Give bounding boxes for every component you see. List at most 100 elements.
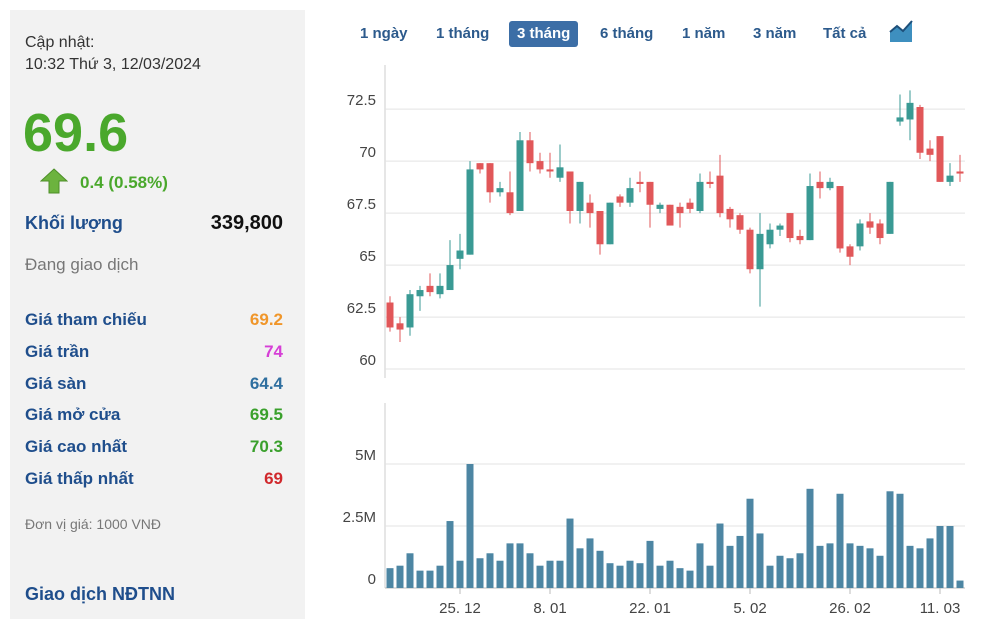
- volume-bar: [386, 568, 394, 588]
- candle-body: [546, 169, 554, 172]
- stat-value: 69.5: [249, 405, 283, 425]
- price-change: 0.4 (0.58%): [80, 173, 168, 192]
- range-button[interactable]: 3 tháng: [509, 21, 579, 47]
- unit-note: Đơn vị giá: 1000 VNĐ: [25, 516, 162, 532]
- volume-bar: [446, 521, 454, 588]
- volume-bar: [656, 565, 664, 588]
- volume-bar: [416, 570, 424, 588]
- volume-bar: [666, 560, 674, 588]
- volume-bar: [706, 565, 714, 588]
- candle-body: [536, 161, 544, 170]
- volume-bar: [886, 491, 894, 588]
- candle-body: [866, 221, 874, 228]
- candle-body: [466, 169, 474, 255]
- quote-panel: Cập nhật: 10:32 Thứ 3, 12/03/2024 69.6 0…: [10, 10, 305, 619]
- candle-body: [816, 181, 824, 189]
- candle-body: [636, 181, 644, 184]
- range-button[interactable]: 6 tháng: [600, 25, 654, 42]
- stat-label: Giá mở cửa: [25, 405, 121, 425]
- candle-body: [856, 223, 864, 247]
- volume-bar: [796, 553, 804, 588]
- candle-body: [806, 186, 814, 241]
- volume-bar: [646, 540, 654, 588]
- volume-bar: [866, 548, 874, 588]
- volume-bar: [556, 560, 564, 588]
- candle-body: [606, 202, 614, 245]
- range-button[interactable]: Tất cả: [823, 25, 867, 42]
- range-button[interactable]: 1 ngày: [360, 25, 408, 42]
- chart-type-icon[interactable]: [888, 18, 914, 44]
- range-button[interactable]: 1 tháng: [436, 25, 490, 42]
- y-tick-label: 5M: [355, 447, 376, 464]
- volume-bar: [826, 543, 834, 588]
- candle-body: [506, 192, 514, 214]
- candle-body: [796, 235, 804, 241]
- volume-bar: [576, 548, 584, 588]
- volume-bar: [766, 565, 774, 588]
- foreign-title: Giao dịch NĐTNN: [25, 584, 176, 604]
- stat-label: Giá thấp nhất: [25, 469, 134, 488]
- candle-body: [886, 181, 894, 234]
- price: 69.6: [23, 103, 129, 163]
- candle-body: [786, 213, 794, 239]
- candle-body: [626, 188, 634, 203]
- candle-body: [426, 285, 434, 293]
- volume-bar: [786, 558, 794, 588]
- volume-bar: [426, 570, 434, 588]
- volume-bar: [686, 570, 694, 588]
- volume-bar: [526, 553, 534, 588]
- volume-bar: [746, 498, 754, 588]
- stat-label: Giá cao nhất: [25, 437, 128, 457]
- volume-bar: [536, 565, 544, 588]
- volume-bar: [566, 518, 574, 588]
- candle-body: [906, 102, 914, 120]
- volume-bar: [396, 565, 404, 588]
- volume-bar: [776, 555, 784, 588]
- candle-body: [676, 206, 684, 214]
- volume-bar: [676, 568, 684, 588]
- candle-body: [666, 204, 674, 226]
- status: Đang giao dịch: [25, 255, 139, 274]
- volume-bar: [876, 555, 884, 588]
- range-button[interactable]: 1 năm: [682, 25, 726, 42]
- volume-bar: [946, 526, 954, 588]
- candle-body: [956, 171, 964, 174]
- candle-body: [456, 250, 464, 259]
- volume-bar: [736, 535, 744, 588]
- volume-bar: [546, 560, 554, 588]
- candle-body: [696, 181, 704, 211]
- candle-body: [946, 175, 954, 182]
- x-tick-label: 25. 12: [439, 600, 481, 617]
- volume-bar: [506, 543, 514, 588]
- candle-body: [586, 202, 594, 214]
- volume-bar: [836, 493, 844, 588]
- volume-bar: [716, 523, 724, 588]
- volume-bar: [756, 533, 764, 588]
- candle-body: [566, 171, 574, 211]
- volume-bar: [456, 560, 464, 588]
- range-button[interactable]: 3 năm: [753, 25, 797, 42]
- candle-body: [596, 210, 604, 245]
- volume-bar: [586, 538, 594, 588]
- volume-bar: [696, 543, 704, 588]
- stat-label: Giá trần: [25, 341, 90, 361]
- volume-bar: [616, 565, 624, 588]
- candle-body: [416, 290, 424, 297]
- volume: 339,800: [210, 212, 283, 234]
- candle-body: [486, 163, 494, 193]
- stat-value: 69: [264, 469, 283, 488]
- candle-body: [516, 140, 524, 211]
- candle-body: [926, 148, 934, 155]
- stat-value: 74: [264, 341, 283, 361]
- y-tick-label: 65: [359, 248, 376, 265]
- x-tick-label: 11. 03: [920, 600, 961, 617]
- volume-bar: [936, 526, 944, 588]
- y-tick-label: 62.5: [347, 300, 376, 317]
- candle-body: [476, 163, 484, 170]
- stat-label: Giá sàn: [25, 373, 87, 393]
- candle-body: [576, 181, 584, 211]
- volume-label: Khối lượng: [25, 213, 123, 233]
- x-tick-label: 8. 01: [533, 600, 566, 617]
- candle-body: [716, 175, 724, 214]
- candle-body: [846, 246, 854, 257]
